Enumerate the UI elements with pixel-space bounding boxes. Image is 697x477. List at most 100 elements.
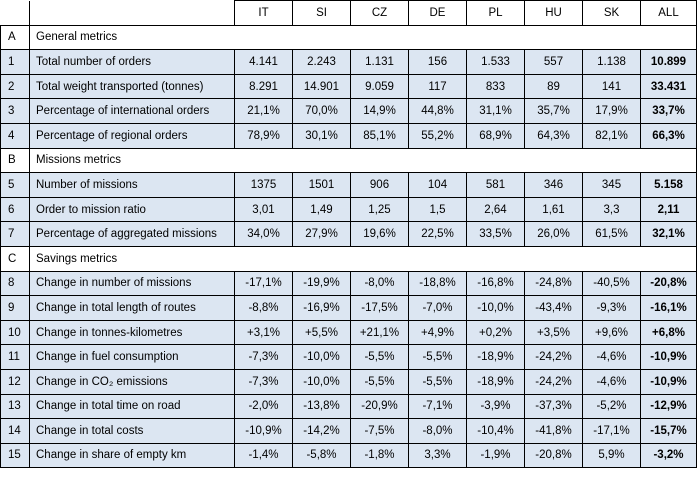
header-blank-cell xyxy=(0,0,30,26)
value-cell: -16,9% xyxy=(292,295,351,321)
value-cell: -24,2% xyxy=(524,368,583,395)
table-row: 2 Total weight transported (tonnes) 8.291 1… xyxy=(0,73,697,100)
column-header-de: DE xyxy=(408,0,467,26)
value-cell: -20,9% xyxy=(350,393,409,420)
table-row: 7 Percentage of aggregated missions 34,0% 2… xyxy=(0,221,697,247)
value-cell: -9,3% xyxy=(582,295,641,321)
value-cell: 89 xyxy=(524,73,583,100)
value-cell: +4,9% xyxy=(408,319,467,346)
value-cell: 85,1% xyxy=(350,122,409,149)
value-cell: 14.901 xyxy=(292,73,351,100)
value-cell: 30,1% xyxy=(292,122,351,149)
column-header-hu: HU xyxy=(524,0,583,26)
row-label: Change in fuel consumption xyxy=(29,344,235,370)
value-cell: +9,6% xyxy=(582,319,641,346)
value-cell: 21,1% xyxy=(234,98,293,124)
value-cell: 70,0% xyxy=(292,98,351,124)
value-cell: 8.291 xyxy=(234,73,293,100)
value-cell: -4,6% xyxy=(582,368,641,395)
value-cell: -5,5% xyxy=(350,344,409,370)
value-cell: -7,0% xyxy=(408,295,467,321)
value-cell: -13,8% xyxy=(292,393,351,420)
value-cell: 19,6% xyxy=(350,221,409,247)
section-title: Missions metrics xyxy=(29,147,697,174)
row-number: 6 xyxy=(0,196,30,223)
total-cell: -10,9% xyxy=(640,344,697,370)
row-label: Order to mission ratio xyxy=(29,196,235,223)
total-cell: -20,8% xyxy=(640,270,697,297)
value-cell: -17,1% xyxy=(582,418,641,444)
total-cell: 5.158 xyxy=(640,172,697,198)
row-label: Change in CO₂ emissions xyxy=(29,368,235,395)
row-label: Change in total time on road xyxy=(29,393,235,420)
value-cell: 2.243 xyxy=(292,49,351,75)
value-cell: 1,61 xyxy=(524,196,583,223)
table-row: 1 Total number of orders 4.141 2.243 1.131 15… xyxy=(0,49,697,75)
value-cell: -1,8% xyxy=(350,442,409,469)
value-cell: -1,9% xyxy=(466,442,525,469)
value-cell: -5,5% xyxy=(408,368,467,395)
column-header-all: ALL xyxy=(640,0,697,26)
value-cell: 1.131 xyxy=(350,49,409,75)
value-cell: 82,1% xyxy=(582,122,641,149)
value-cell: 22,5% xyxy=(408,221,467,247)
table-row: 5 Number of missions 1375 1501 906 104 581 346 3… xyxy=(0,172,697,198)
value-cell: 27,9% xyxy=(292,221,351,247)
value-cell: 44,8% xyxy=(408,98,467,124)
row-label: Change in tonnes-kilometres xyxy=(29,319,235,346)
total-cell: -3,2% xyxy=(640,442,697,469)
row-number: 12 xyxy=(0,368,30,395)
value-cell: -24,2% xyxy=(524,344,583,370)
table-row: 12 Change in CO₂ emissions -7,3% -10,0% -5,5… xyxy=(0,368,697,395)
total-cell: 66,3% xyxy=(640,122,697,149)
value-cell: -10,0% xyxy=(292,344,351,370)
value-cell: -5,8% xyxy=(292,442,351,469)
row-number: 14 xyxy=(0,418,30,444)
value-cell: 1.138 xyxy=(582,49,641,75)
value-cell: -10,0% xyxy=(466,295,525,321)
total-cell: 33.431 xyxy=(640,73,697,100)
section-id: A xyxy=(0,24,30,51)
value-cell: -18,8% xyxy=(408,270,467,297)
row-number: 13 xyxy=(0,393,30,420)
column-header-sk: SK xyxy=(582,0,641,26)
value-cell: -7,3% xyxy=(234,344,293,370)
value-cell: 2,64 xyxy=(466,196,525,223)
row-label: Percentage of aggregated missions xyxy=(29,221,235,247)
total-cell: 2,11 xyxy=(640,196,697,223)
row-number: 7 xyxy=(0,221,30,247)
value-cell: 1.533 xyxy=(466,49,525,75)
value-cell: -17,5% xyxy=(350,295,409,321)
value-cell: 3,3 xyxy=(582,196,641,223)
row-number: 4 xyxy=(0,122,30,149)
value-cell: -3,9% xyxy=(466,393,525,420)
value-cell: 33,5% xyxy=(466,221,525,247)
value-cell: -10,4% xyxy=(466,418,525,444)
value-cell: -8,0% xyxy=(350,270,409,297)
table-row: 14 Change in total costs -10,9% -14,2% -7,5%… xyxy=(0,418,697,444)
value-cell: -10,0% xyxy=(292,368,351,395)
column-header-cz: CZ xyxy=(350,0,409,26)
row-number: 5 xyxy=(0,172,30,198)
value-cell: 1,25 xyxy=(350,196,409,223)
value-cell: 906 xyxy=(350,172,409,198)
value-cell: 34,0% xyxy=(234,221,293,247)
total-cell: -10,9% xyxy=(640,368,697,395)
header-row: IT SI CZ DE PL HU SK ALL xyxy=(0,0,697,26)
row-number: 15 xyxy=(0,442,30,469)
value-cell: -8,0% xyxy=(408,418,467,444)
section-title: Savings metrics xyxy=(29,245,697,272)
section-row: C Savings metrics xyxy=(0,245,697,272)
value-cell: 3,01 xyxy=(234,196,293,223)
value-cell: -43,4% xyxy=(524,295,583,321)
value-cell: +5,5% xyxy=(292,319,351,346)
value-cell: 581 xyxy=(466,172,525,198)
table-row: 11 Change in fuel consumption -7,3% -10,0% -… xyxy=(0,344,697,370)
value-cell: 1,49 xyxy=(292,196,351,223)
table-row: 6 Order to mission ratio 3,01 1,49 1,25 1,5 2,… xyxy=(0,196,697,223)
value-cell: -18,9% xyxy=(466,368,525,395)
value-cell: 26,0% xyxy=(524,221,583,247)
value-cell: 5,9% xyxy=(582,442,641,469)
value-cell: 55,2% xyxy=(408,122,467,149)
